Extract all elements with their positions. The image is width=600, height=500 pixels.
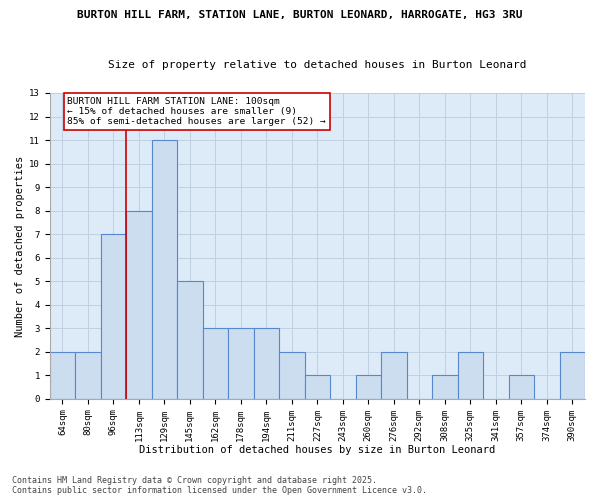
Bar xyxy=(509,376,534,399)
Bar xyxy=(101,234,126,399)
Bar xyxy=(177,281,203,399)
Bar xyxy=(228,328,254,399)
Bar xyxy=(560,352,585,399)
Bar xyxy=(432,376,458,399)
Bar xyxy=(305,376,330,399)
Bar xyxy=(203,328,228,399)
Text: BURTON HILL FARM STATION LANE: 100sqm
← 15% of detached houses are smaller (9)
8: BURTON HILL FARM STATION LANE: 100sqm ← … xyxy=(67,96,326,126)
Bar xyxy=(356,376,381,399)
Bar xyxy=(126,210,152,399)
Bar xyxy=(152,140,177,399)
Text: BURTON HILL FARM, STATION LANE, BURTON LEONARD, HARROGATE, HG3 3RU: BURTON HILL FARM, STATION LANE, BURTON L… xyxy=(77,10,523,20)
Y-axis label: Number of detached properties: Number of detached properties xyxy=(15,156,25,336)
Bar xyxy=(381,352,407,399)
Bar xyxy=(279,352,305,399)
Bar xyxy=(75,352,101,399)
Bar xyxy=(458,352,483,399)
X-axis label: Distribution of detached houses by size in Burton Leonard: Distribution of detached houses by size … xyxy=(139,445,496,455)
Bar xyxy=(50,352,75,399)
Title: Size of property relative to detached houses in Burton Leonard: Size of property relative to detached ho… xyxy=(108,60,527,70)
Text: Contains HM Land Registry data © Crown copyright and database right 2025.
Contai: Contains HM Land Registry data © Crown c… xyxy=(12,476,427,495)
Bar xyxy=(254,328,279,399)
